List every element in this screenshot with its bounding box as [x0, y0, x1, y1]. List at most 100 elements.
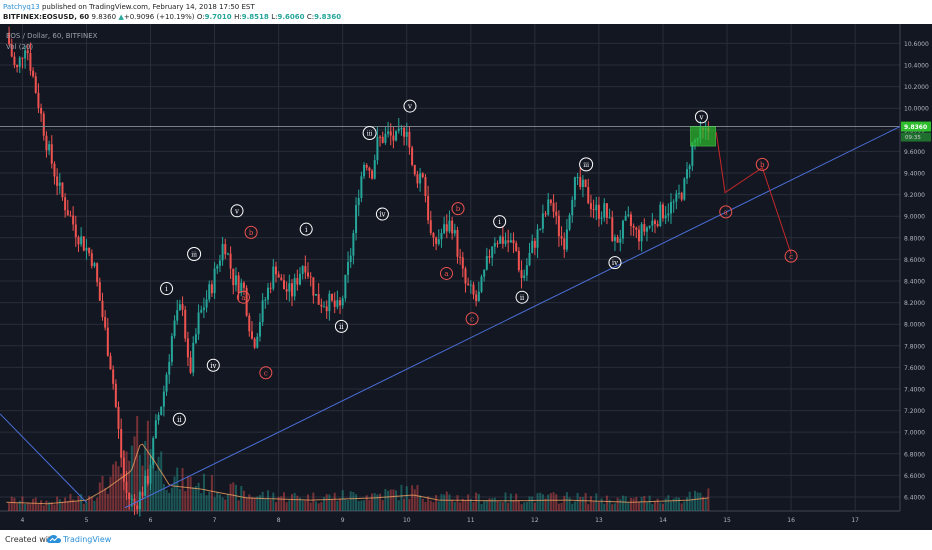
candle: [371, 168, 374, 180]
candle-body: [170, 336, 173, 363]
tradingview-brand[interactable]: TradingView: [63, 535, 112, 544]
candle-body: [363, 164, 366, 177]
chart-area[interactable]: 10.600010.400010.200010.00009.80009.6000…: [0, 24, 932, 530]
candle-body: [576, 176, 579, 178]
y-tick-label: 6.6000: [904, 473, 925, 480]
candle: [48, 140, 51, 156]
x-tick-label: 13: [595, 517, 603, 524]
volume-bar: [104, 487, 107, 511]
volume-bar: [285, 502, 288, 511]
candle: [307, 262, 310, 280]
volume-bar: [691, 498, 694, 511]
candle-body: [637, 229, 640, 242]
candle: [213, 262, 216, 300]
wave-label-circle: [334, 319, 348, 333]
candle-body: [277, 274, 280, 278]
wave-label-circle: [719, 205, 733, 219]
candle-body: [106, 327, 109, 356]
candle-body: [472, 284, 475, 295]
volume-bar: [464, 500, 467, 511]
wave-label-text: iii: [191, 252, 197, 259]
candle-body: [274, 266, 277, 275]
candle-body: [501, 236, 504, 244]
volume-bar: [501, 502, 504, 511]
wave-label: c: [784, 249, 798, 263]
candle: [13, 52, 16, 69]
y-tick-label: 6.8000: [904, 451, 925, 458]
candle-body: [10, 44, 13, 57]
price-chart[interactable]: 10.600010.400010.200010.00009.80009.6000…: [0, 24, 932, 530]
volume-bar: [8, 502, 11, 511]
candle: [64, 193, 67, 218]
volume-bar: [339, 498, 342, 511]
candle: [584, 179, 587, 188]
candle: [419, 167, 422, 192]
volume-bar: [125, 451, 128, 511]
volume-bar: [245, 497, 248, 511]
candle-body: [29, 53, 32, 71]
candle-body: [125, 481, 128, 494]
volume-bar: [357, 501, 360, 511]
candle-body: [333, 300, 336, 307]
candle-body: [352, 233, 355, 256]
candle-body: [173, 320, 176, 337]
volume-bar: [573, 501, 576, 511]
candle: [576, 172, 579, 185]
volume-bar: [608, 499, 611, 511]
volume-bar: [80, 494, 83, 511]
candle-body: [218, 260, 221, 266]
candle: [435, 236, 438, 251]
candle-body: [154, 420, 157, 439]
candle-body: [141, 492, 144, 496]
candle-body: [250, 331, 253, 339]
volume-bar: [411, 485, 414, 511]
candle: [464, 266, 467, 293]
candle: [651, 213, 654, 233]
candle-body: [331, 293, 334, 301]
volume-bar: [320, 502, 323, 511]
candle-body: [496, 243, 499, 245]
candle: [258, 313, 261, 342]
volume-bar: [101, 476, 104, 511]
volume-bar: [261, 491, 264, 511]
volume-bar: [531, 496, 534, 511]
candle: [597, 196, 600, 227]
candle: [232, 268, 235, 295]
candle-body: [595, 204, 598, 211]
candle-body: [253, 338, 256, 348]
wave-label-text: i: [305, 226, 308, 234]
candle: [568, 212, 571, 232]
volume-bar: [424, 502, 427, 511]
volume-bar: [363, 500, 366, 511]
candle-body: [648, 225, 651, 228]
candle: [637, 225, 640, 250]
volume-bar: [576, 492, 579, 511]
candle: [448, 210, 451, 234]
candle-body: [357, 198, 360, 206]
candle: [237, 272, 240, 300]
last-price-tag: [901, 121, 931, 132]
candle-body: [371, 170, 374, 179]
candle: [224, 238, 227, 260]
volume-bar: [659, 502, 662, 511]
y-tick-label: 9.4000: [904, 171, 925, 178]
countdown-label: 09:35: [905, 135, 921, 141]
candle-body: [325, 306, 328, 312]
candle-body: [323, 306, 326, 308]
volume-bar: [355, 494, 358, 511]
candle: [611, 210, 614, 243]
candle: [376, 126, 379, 165]
candle-body: [50, 144, 53, 164]
candle: [312, 277, 315, 304]
volume-bar: [256, 496, 259, 511]
wave-label: iv: [608, 256, 622, 270]
wave-label-text: a: [724, 208, 728, 216]
candle-body: [186, 338, 189, 358]
volume-bar: [323, 496, 326, 511]
volume-bar: [96, 497, 99, 511]
wave-label-circle: [579, 157, 594, 172]
candle-body: [144, 475, 147, 496]
candle: [205, 290, 208, 313]
candle-body: [381, 136, 384, 143]
author-link[interactable]: Patchyq13: [3, 3, 40, 11]
